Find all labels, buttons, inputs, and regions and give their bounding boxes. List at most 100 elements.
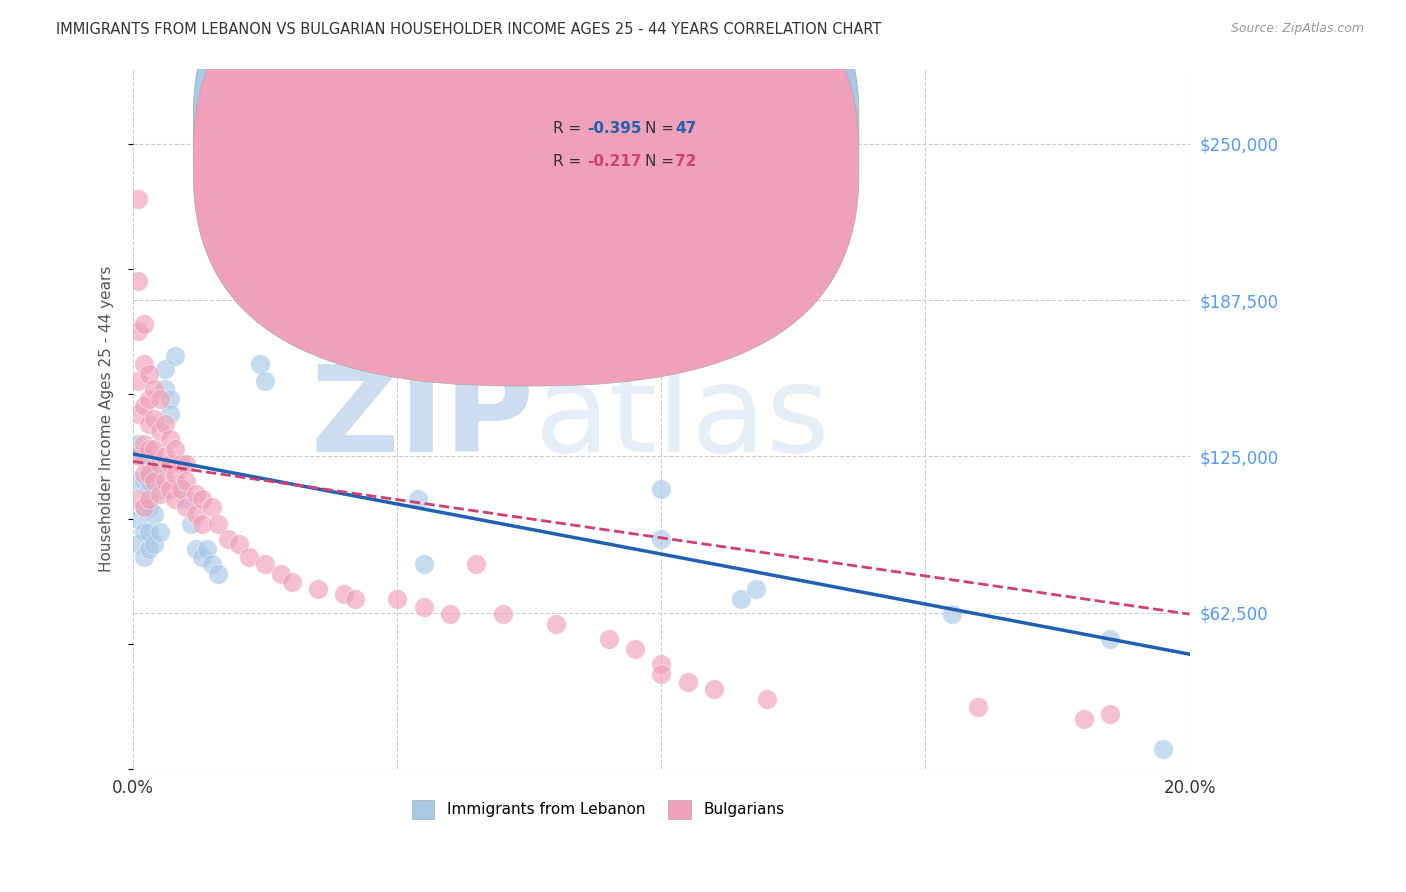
Point [191, 491, 214, 506]
Point [180, 516, 202, 531]
Point [1152, 742, 1174, 756]
Point [745, 582, 768, 596]
Text: 72: 72 [675, 154, 696, 169]
Text: IMMIGRANTS FROM LEBANON VS BULGARIAN HOUSEHOLDER INCOME AGES 25 - 44 YEARS CORRE: IMMIGRANTS FROM LEBANON VS BULGARIAN HOU… [56, 22, 882, 37]
Point [217, 532, 239, 546]
Point [127, 512, 149, 526]
Point [465, 557, 488, 571]
Point [127, 450, 149, 464]
Point [174, 491, 197, 506]
Point [138, 467, 160, 481]
Point [127, 324, 149, 338]
Point [132, 450, 155, 464]
Point [132, 450, 155, 464]
Point [254, 557, 277, 571]
Point [138, 482, 160, 496]
Point [127, 375, 149, 389]
Point [143, 507, 166, 521]
Point [270, 567, 292, 582]
Point [343, 592, 366, 607]
Text: R =: R = [553, 154, 586, 169]
Point [280, 574, 302, 589]
Point [174, 475, 197, 489]
Point [254, 375, 277, 389]
Point [148, 482, 170, 496]
Point [228, 537, 250, 551]
Point [465, 317, 488, 331]
Point [138, 542, 160, 557]
Point [132, 357, 155, 371]
Text: -0.217: -0.217 [588, 154, 643, 169]
Point [159, 432, 181, 446]
Point [412, 599, 434, 614]
Text: R =: R = [553, 120, 586, 136]
Point [1073, 712, 1095, 726]
Point [492, 607, 515, 621]
FancyBboxPatch shape [194, 0, 859, 386]
Point [169, 482, 191, 496]
Point [148, 487, 170, 501]
Point [191, 549, 214, 564]
Point [207, 516, 229, 531]
Point [153, 450, 176, 464]
Point [650, 667, 672, 681]
Point [165, 467, 187, 481]
Point [650, 532, 672, 546]
Point [249, 357, 271, 371]
Point [143, 475, 166, 489]
Point [127, 274, 149, 288]
Y-axis label: Householder Income Ages 25 - 44 years: Householder Income Ages 25 - 44 years [100, 266, 114, 572]
Point [174, 457, 197, 471]
Point [132, 524, 155, 539]
Legend: Immigrants from Lebanon, Bulgarians: Immigrants from Lebanon, Bulgarians [405, 794, 790, 825]
Point [169, 457, 191, 471]
Point [1099, 632, 1122, 647]
Point [148, 392, 170, 406]
Point [730, 592, 752, 607]
Point [967, 699, 990, 714]
Point [598, 632, 620, 647]
Point [159, 407, 181, 421]
Text: N =: N = [645, 120, 679, 136]
Text: N =: N = [645, 154, 679, 169]
Text: atlas: atlas [534, 360, 830, 477]
Point [143, 412, 166, 426]
Point [153, 382, 176, 396]
Point [159, 457, 181, 471]
Point [138, 491, 160, 506]
Point [650, 324, 672, 338]
Point [132, 500, 155, 514]
Point [191, 516, 214, 531]
Point [333, 587, 356, 601]
Point [165, 349, 187, 363]
Point [159, 392, 181, 406]
Point [143, 467, 166, 481]
Point [195, 542, 218, 557]
Point [159, 482, 181, 496]
Point [148, 425, 170, 439]
Text: Source: ZipAtlas.com: Source: ZipAtlas.com [1230, 22, 1364, 36]
Point [132, 400, 155, 414]
Point [186, 507, 208, 521]
Point [186, 487, 208, 501]
Point [174, 500, 197, 514]
Point [307, 582, 329, 596]
Point [165, 491, 187, 506]
Point [169, 482, 191, 496]
Point [138, 392, 160, 406]
Point [127, 437, 149, 451]
Point [138, 367, 160, 381]
Point [412, 557, 434, 571]
Point [138, 524, 160, 539]
Point [127, 537, 149, 551]
Point [941, 607, 963, 621]
Point [132, 317, 155, 331]
Point [153, 362, 176, 376]
Point [138, 417, 160, 431]
Point [132, 549, 155, 564]
Point [138, 462, 160, 476]
Point [201, 557, 224, 571]
Point [676, 674, 699, 689]
Text: -0.395: -0.395 [588, 120, 643, 136]
Point [544, 617, 567, 632]
